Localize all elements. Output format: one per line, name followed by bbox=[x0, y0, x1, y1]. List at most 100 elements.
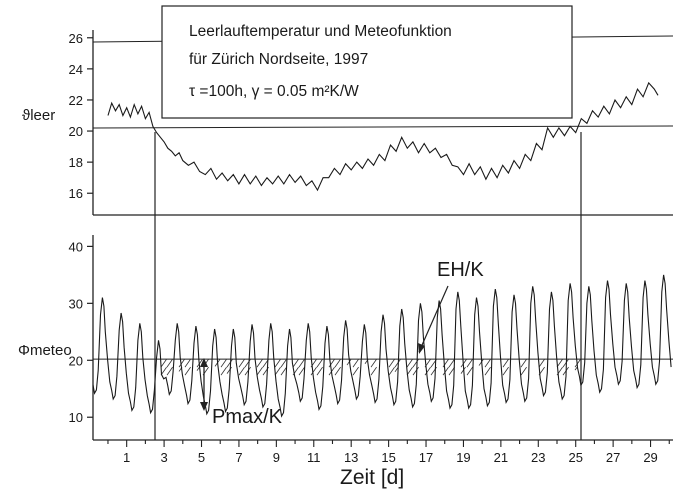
hatch-stroke bbox=[460, 358, 467, 368]
x-tick-label: 1 bbox=[123, 450, 130, 465]
hatch-stroke bbox=[196, 358, 203, 368]
hatch-stroke bbox=[406, 358, 413, 368]
hatch-stroke bbox=[334, 358, 341, 368]
x-tick-label: 21 bbox=[494, 450, 508, 465]
upper-reference-line bbox=[92, 125, 674, 129]
lower-y-tick-label: 20 bbox=[69, 353, 83, 368]
hatch-stroke bbox=[352, 366, 359, 376]
hatch-stroke bbox=[316, 366, 323, 376]
hatch-stroke bbox=[412, 358, 419, 368]
hatch-stroke bbox=[184, 358, 191, 368]
x-tick-label: 29 bbox=[643, 450, 657, 465]
hatch-stroke bbox=[484, 358, 491, 368]
title-box bbox=[161, 5, 573, 119]
hatch-stroke bbox=[226, 358, 233, 368]
x-tick-label: 17 bbox=[419, 450, 433, 465]
hatch-stroke bbox=[328, 358, 335, 368]
hatch-stroke bbox=[520, 366, 527, 376]
hatch-stroke bbox=[334, 366, 341, 376]
hatch-stroke bbox=[166, 366, 173, 376]
hatch-stroke bbox=[184, 366, 191, 376]
chart-parameters: τ =100h, γ = 0.05 m²K/W bbox=[189, 83, 359, 100]
hatch-stroke bbox=[574, 358, 581, 368]
hatch-stroke bbox=[370, 358, 377, 368]
energy-arrow bbox=[418, 285, 449, 353]
lower-y-tick-labels: 10 20 30 40 bbox=[69, 239, 83, 425]
hatch-stroke bbox=[220, 366, 227, 376]
upper-y-tick-label: 16 bbox=[69, 186, 83, 201]
hatch-stroke bbox=[166, 358, 173, 368]
x-tick-label: 3 bbox=[160, 450, 167, 465]
hatch-stroke bbox=[298, 366, 305, 376]
hatch-stroke bbox=[196, 366, 200, 371]
hatch-stroke bbox=[310, 366, 317, 376]
pmax-arrow-head-bottom bbox=[200, 402, 208, 411]
hatch-stroke bbox=[256, 358, 263, 368]
hatch-stroke bbox=[292, 358, 299, 368]
upper-y-tick-label: 18 bbox=[69, 155, 83, 170]
hatch-stroke bbox=[448, 358, 455, 368]
hatch-stroke bbox=[238, 366, 245, 376]
hatch-stroke bbox=[274, 358, 281, 368]
hatch-stroke bbox=[484, 366, 491, 376]
lower-y-tick-label: 10 bbox=[69, 410, 83, 425]
lower-meteo-line bbox=[92, 274, 672, 418]
lower-y-ticks bbox=[87, 245, 93, 418]
upper-y-tick-labels: 16 18 20 22 24 26 bbox=[69, 31, 83, 201]
hatch-stroke bbox=[466, 366, 473, 376]
chart-title: Leerlauftemperatur und Meteofunktion bbox=[189, 23, 452, 40]
pmax-arrow-head-top bbox=[200, 358, 208, 367]
hatch-stroke bbox=[466, 358, 473, 368]
upper-temperature-line bbox=[107, 81, 659, 192]
x-tick-label: 7 bbox=[235, 450, 242, 465]
hatch-stroke bbox=[502, 366, 509, 376]
x-tick-label: 19 bbox=[456, 450, 470, 465]
x-tick-label: 25 bbox=[568, 450, 582, 465]
hatch-stroke bbox=[220, 358, 227, 368]
hatch-stroke bbox=[244, 358, 251, 368]
x-tick-label: 27 bbox=[606, 450, 620, 465]
hatch-stroke bbox=[316, 358, 323, 368]
upper-y-axis-label: ϑleer bbox=[22, 107, 55, 124]
hatch-stroke bbox=[238, 358, 245, 368]
hatch-stroke bbox=[502, 358, 509, 368]
x-axis-title: Zeit [d] bbox=[340, 466, 404, 489]
hatch-stroke bbox=[520, 358, 527, 368]
lower-y-tick-label: 30 bbox=[69, 296, 83, 311]
hatch-stroke bbox=[280, 358, 287, 368]
x-tick-labels: 1 3 5 7 9 11 13 15 17 19 21 23 25 27 29 bbox=[123, 450, 658, 465]
hatch-stroke bbox=[226, 366, 232, 374]
hatch-stroke bbox=[178, 358, 185, 368]
hatch-stroke bbox=[538, 358, 545, 368]
pmax-annotation: Pmax/K bbox=[212, 406, 283, 428]
hatch-stroke bbox=[256, 366, 263, 376]
lower-y-tick-label: 40 bbox=[69, 239, 83, 254]
hatch-stroke bbox=[160, 358, 167, 368]
x-ticks bbox=[107, 440, 670, 447]
x-tick-label: 11 bbox=[307, 450, 321, 465]
hatch-stroke bbox=[562, 358, 569, 368]
lower-y-axis-label: Φmeteo bbox=[18, 342, 72, 359]
hatch-stroke bbox=[412, 366, 419, 376]
hatch-stroke bbox=[280, 366, 287, 376]
hatch-stroke bbox=[424, 366, 431, 376]
hatch-stroke bbox=[574, 366, 578, 371]
x-tick-label: 5 bbox=[198, 450, 205, 465]
hatch-stroke bbox=[244, 366, 251, 376]
upper-y-tick-label: 22 bbox=[69, 93, 83, 108]
x-tick-label: 13 bbox=[344, 450, 358, 465]
hatch-stroke bbox=[388, 366, 395, 376]
upper-y-ticks bbox=[87, 37, 93, 194]
deficit-hatching bbox=[160, 358, 581, 376]
energy-annotation: EH/K bbox=[437, 259, 484, 281]
x-tick-label: 23 bbox=[531, 450, 545, 465]
chart-subtitle: für Zürich Nordseite, 1997 bbox=[189, 51, 368, 68]
hatch-stroke bbox=[370, 366, 377, 376]
upper-y-tick-label: 24 bbox=[69, 62, 83, 77]
hatch-stroke bbox=[442, 366, 449, 376]
hatch-stroke bbox=[352, 358, 359, 368]
hatch-stroke bbox=[274, 366, 281, 376]
hatch-stroke bbox=[388, 358, 395, 368]
upper-y-tick-label: 20 bbox=[69, 124, 83, 139]
